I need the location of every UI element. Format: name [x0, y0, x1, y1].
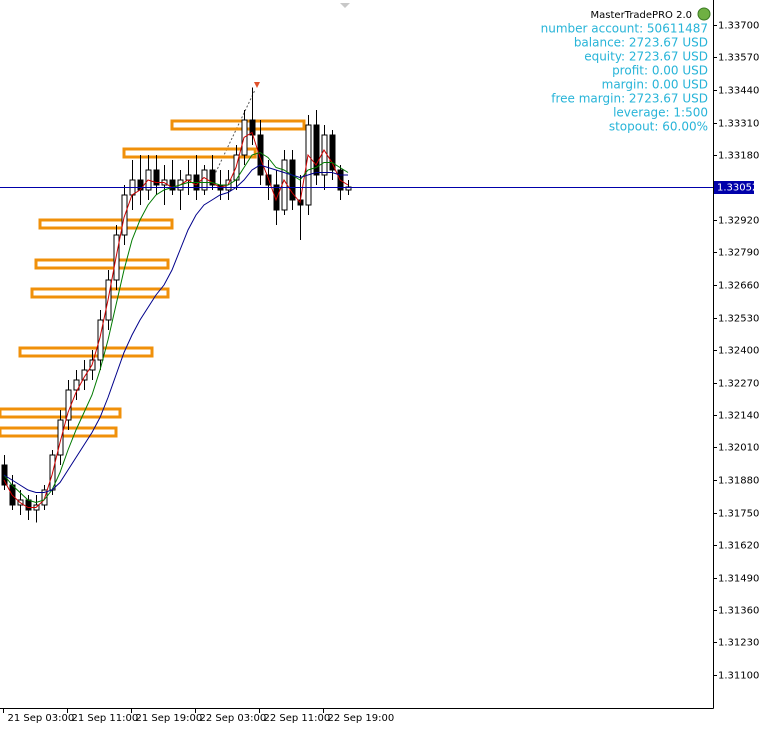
x-tick-label: 21 Sep 19:00 — [136, 713, 203, 724]
y-tick-label: 1.31100 — [718, 671, 759, 682]
y-tick-label: 1.32660 — [718, 281, 759, 292]
candle-body — [57, 419, 64, 456]
info-line: number account: 50611487 — [541, 22, 708, 36]
zone — [170, 119, 306, 131]
moving-averages — [3, 131, 349, 508]
zone — [122, 147, 257, 159]
y-tick-label: 1.32140 — [718, 411, 759, 422]
y-tick-label: 1.31360 — [718, 606, 759, 617]
candle-body — [321, 134, 328, 176]
x-tick-label: 22 Sep 11:00 — [264, 713, 331, 724]
candle-body — [209, 169, 216, 186]
candle-body — [329, 134, 336, 171]
candle-body — [313, 124, 320, 176]
x-tick-label: 21 Sep 11:00 — [72, 713, 139, 724]
y-tick-label: 1.31230 — [718, 638, 759, 649]
candle-body — [257, 134, 264, 176]
y-tick-label: 1.32920 — [718, 216, 759, 227]
candle-body — [169, 179, 176, 191]
trade-arrow — [254, 82, 260, 88]
candle-body — [153, 169, 160, 186]
axis-layer: 1.33700 1.33570 1.33440 1.33310 1.33180 1.329… — [3, 21, 759, 724]
info-line: free margin: 2723.67 USD — [551, 92, 708, 106]
zone — [34, 258, 170, 270]
candle-body — [137, 179, 144, 191]
y-tick-label: 1.31620 — [718, 541, 759, 552]
y-tick-label: 1.32010 — [718, 443, 759, 454]
current-price-box — [714, 181, 754, 194]
y-tick-label: 1.33310 — [718, 119, 759, 130]
zone — [30, 287, 170, 299]
y-tick-label: 1.31750 — [718, 509, 759, 520]
zone — [18, 346, 154, 358]
y-tick-label: 1.33700 — [718, 21, 759, 32]
x-tick-label: 21 Sep 03:00 — [8, 713, 75, 724]
info-line: profit: 0.00 USD — [612, 64, 708, 78]
y-tick-label: 1.32270 — [718, 379, 759, 390]
zone — [38, 218, 174, 230]
y-tick-label: 1.33180 — [718, 151, 759, 162]
overlay: 1.33052 number account: 50611487balance: … — [0, 22, 758, 194]
info-line: leverage: 1:500 — [613, 106, 708, 120]
info-line: equity: 2723.67 USD — [584, 50, 708, 64]
moving-average — [3, 164, 348, 493]
candle-body — [289, 159, 296, 201]
current-price-label: 1.33052 — [717, 183, 758, 194]
y-tick-label: 1.31880 — [718, 476, 759, 487]
y-tick-label: 1.31490 — [718, 574, 759, 585]
candle-body — [81, 369, 88, 381]
candle-body — [97, 319, 104, 361]
candle-body — [73, 379, 80, 391]
info-title: MasterTradePRO 2.0 — [591, 10, 692, 21]
candle-body — [281, 159, 288, 211]
y-tick-label: 1.32790 — [718, 248, 759, 259]
info-icon — [697, 7, 711, 21]
candle-body — [185, 174, 192, 181]
x-tick-label: 22 Sep 19:00 — [328, 713, 395, 724]
shift-marker — [340, 3, 350, 8]
info-line: balance: 2723.67 USD — [574, 36, 708, 50]
candle-body — [25, 499, 32, 511]
y-tick-label: 1.32400 — [718, 346, 759, 357]
y-tick-label: 1.33440 — [718, 86, 759, 97]
y-tick-label: 1.33570 — [718, 53, 759, 64]
info-line: stopout: 60.00% — [609, 120, 708, 134]
info-line: margin: 0.00 USD — [602, 78, 708, 92]
y-tick-label: 1.32530 — [718, 314, 759, 325]
x-tick-label: 22 Sep 03:00 — [200, 713, 267, 724]
